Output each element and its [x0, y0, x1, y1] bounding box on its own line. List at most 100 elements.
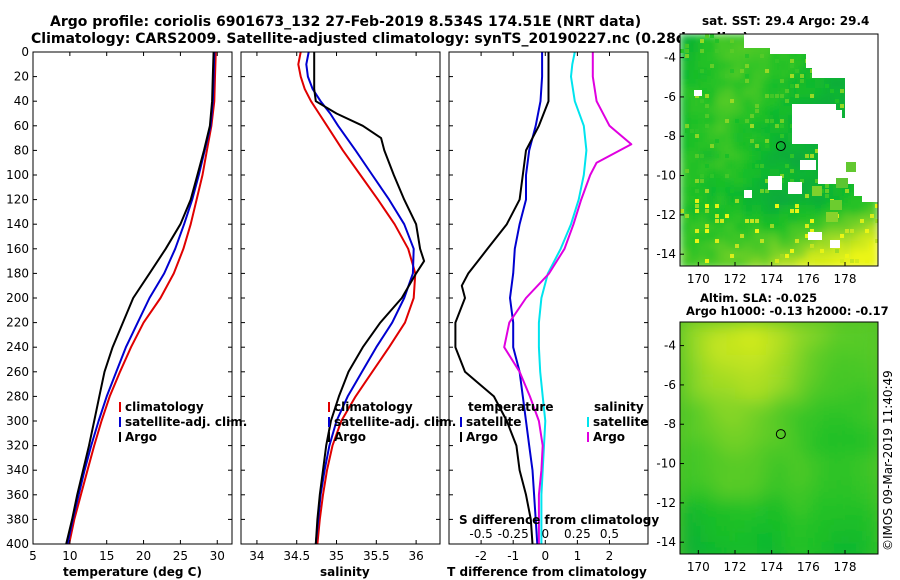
sla-map-title-line2: Argo h1000: -0.13 h2000: -0.17: [686, 304, 889, 318]
temperature-diff-x-tick-label: -2: [475, 549, 487, 563]
map-lon-tick-label: 176: [797, 272, 820, 286]
argo-float-marker: [775, 429, 786, 440]
temperature-x-tick-label: 15: [99, 549, 114, 563]
temperature-x-tick-label: 5: [29, 549, 37, 563]
sst-map: 170 172 174 176 178 -4 -6 -8 -10 -12 -14: [656, 33, 879, 286]
temperature-panel: 0 20 40 60 80 100 120 140 160 180 200 220 240 260 280 3…: [6, 45, 247, 579]
series-climatology: [68, 51, 217, 545]
map-lon-tick-label: 174: [760, 272, 783, 286]
salinity-diff-tick-label: 0: [541, 527, 549, 541]
depth-tick-label: 40: [14, 94, 29, 108]
map-lat-tick-label: -14: [656, 535, 676, 549]
salinity-x-tick-label: 35: [329, 549, 344, 563]
series-s-satellite: [537, 51, 588, 544]
argo-float-marker: [775, 141, 786, 152]
map-lon-tick-label: 170: [687, 272, 710, 286]
sla-map: 170 172 174 176 178 -4 -6 -8 -10 -12 -14: [656, 321, 879, 574]
legend-label: climatology: [125, 400, 204, 414]
sla-map-title-line1: Altim. SLA: -0.025: [700, 291, 817, 305]
map-lat-tick-label: -12: [656, 496, 676, 510]
imos-credit: ©IMOS 09-Mar-2019 11:40:49: [881, 370, 895, 551]
map-lat-tick-label: -4: [664, 339, 676, 353]
figure-title-line1: Argo profile: coriolis 6901673_132 27-Fe…: [50, 14, 641, 30]
salinity-x-tick-label: 34.5: [283, 549, 310, 563]
temperature-x-tick-label: 30: [210, 549, 225, 563]
temperature-diff-x-tick-label: -1: [507, 549, 519, 563]
depth-tick-label: 180: [6, 266, 29, 280]
salinity-x-tick-label: 36: [408, 549, 423, 563]
map-lat-tick-label: -8: [664, 129, 676, 143]
temperature-diff-x-tick-label: 0: [541, 549, 549, 563]
depth-tick-label: 220: [6, 316, 29, 330]
depth-tick-label: 0: [21, 45, 29, 59]
salinity-diff-tick-label: 0.5: [600, 527, 619, 541]
depth-tick-label: 80: [14, 143, 29, 157]
temperature-x-tick-label: 25: [173, 549, 188, 563]
salinity-diff-tick-label: 0.25: [564, 527, 591, 541]
map-lat-tick-label: -14: [656, 247, 676, 261]
temperature-diff-xlabel: T difference from climatology: [447, 565, 647, 579]
series-satellite-adj-clim-: [66, 51, 216, 545]
map-lon-tick-label: 178: [834, 272, 857, 286]
salinity-frame: [240, 51, 441, 545]
depth-tick-label: 60: [14, 119, 29, 133]
legend-salinity-title: salinity: [594, 400, 644, 414]
legend-label: satellite-adj. clim.: [334, 415, 456, 429]
depth-tick-label: 100: [6, 168, 29, 182]
map-lon-tick-label: 178: [834, 560, 857, 574]
map-lon-tick-label: 176: [797, 560, 820, 574]
map-lon-tick-label: 172: [724, 560, 747, 574]
series-climatology: [297, 51, 417, 545]
legend-label: Argo: [466, 430, 498, 444]
legend-label: Argo: [334, 430, 366, 444]
difference-frame: [448, 51, 649, 545]
map-lon-tick-label: 172: [724, 272, 747, 286]
legend-label: climatology: [334, 400, 413, 414]
depth-tick-label: 300: [6, 414, 29, 428]
map-lat-tick-label: -10: [656, 457, 676, 471]
map-lat-tick-label: -10: [656, 169, 676, 183]
temperature-diff-x-tick-label: 2: [606, 549, 614, 563]
series-satellite-adj-clim-: [305, 51, 415, 545]
salinity-diff-tick-label: -0.5: [469, 527, 492, 541]
legend-temperature-title: temperature: [468, 400, 553, 414]
map-lon-tick-label: 170: [687, 560, 710, 574]
depth-tick-label: 140: [6, 217, 29, 231]
depth-tick-label: 340: [6, 463, 29, 477]
series-argo: [65, 51, 215, 545]
depth-tick-label: 260: [6, 365, 29, 379]
map-lat-tick-label: -12: [656, 208, 676, 222]
depth-tick-label: 20: [14, 70, 29, 84]
salinity-panel: 34 34.5 35 35.5 36 salinity climatologysatelli…: [240, 51, 456, 579]
depth-tick-label: 280: [6, 389, 29, 403]
legend-label: Argo: [125, 430, 157, 444]
temperature-x-tick-label: 20: [136, 549, 151, 563]
salinity-x-tick-label: 34: [249, 549, 264, 563]
temperature-x-tick-label: 10: [62, 549, 77, 563]
salinity-xlabel: salinity: [320, 565, 370, 579]
legend-label: satellite: [593, 415, 648, 429]
map-lon-tick-label: 174: [760, 560, 783, 574]
map-lat-tick-label: -6: [664, 90, 676, 104]
temperature-xlabel: temperature (deg C): [63, 565, 202, 579]
salinity-x-tick-label: 35.5: [363, 549, 390, 563]
salinity-diff-xlabel: S difference from climatology: [459, 513, 659, 527]
sst-map-title: sat. SST: 29.4 Argo: 29.4: [702, 14, 869, 28]
depth-tick-label: 240: [6, 340, 29, 354]
map-lat-tick-label: -4: [664, 51, 676, 65]
series-s-argo: [503, 52, 633, 544]
legend-label: satellite: [466, 415, 521, 429]
depth-tick-label: 120: [6, 193, 29, 207]
series-t-argo: [454, 52, 550, 545]
series-argo: [313, 52, 426, 545]
map-lat-tick-label: -8: [664, 417, 676, 431]
difference-panel: -2 -1 0 1 2 -0.5 -0.25 0 0.25 0.5S difference fro…: [447, 51, 659, 579]
figure-title-line2: Climatology: CARS2009. Satellite-adjuste…: [31, 31, 749, 47]
depth-tick-label: 160: [6, 242, 29, 256]
depth-tick-label: 200: [6, 291, 29, 305]
temperature-diff-x-tick-label: 1: [574, 549, 582, 563]
legend-label: Argo: [593, 430, 625, 444]
salinity-diff-tick-label: -0.25: [498, 527, 529, 541]
map-lat-tick-label: -6: [664, 378, 676, 392]
